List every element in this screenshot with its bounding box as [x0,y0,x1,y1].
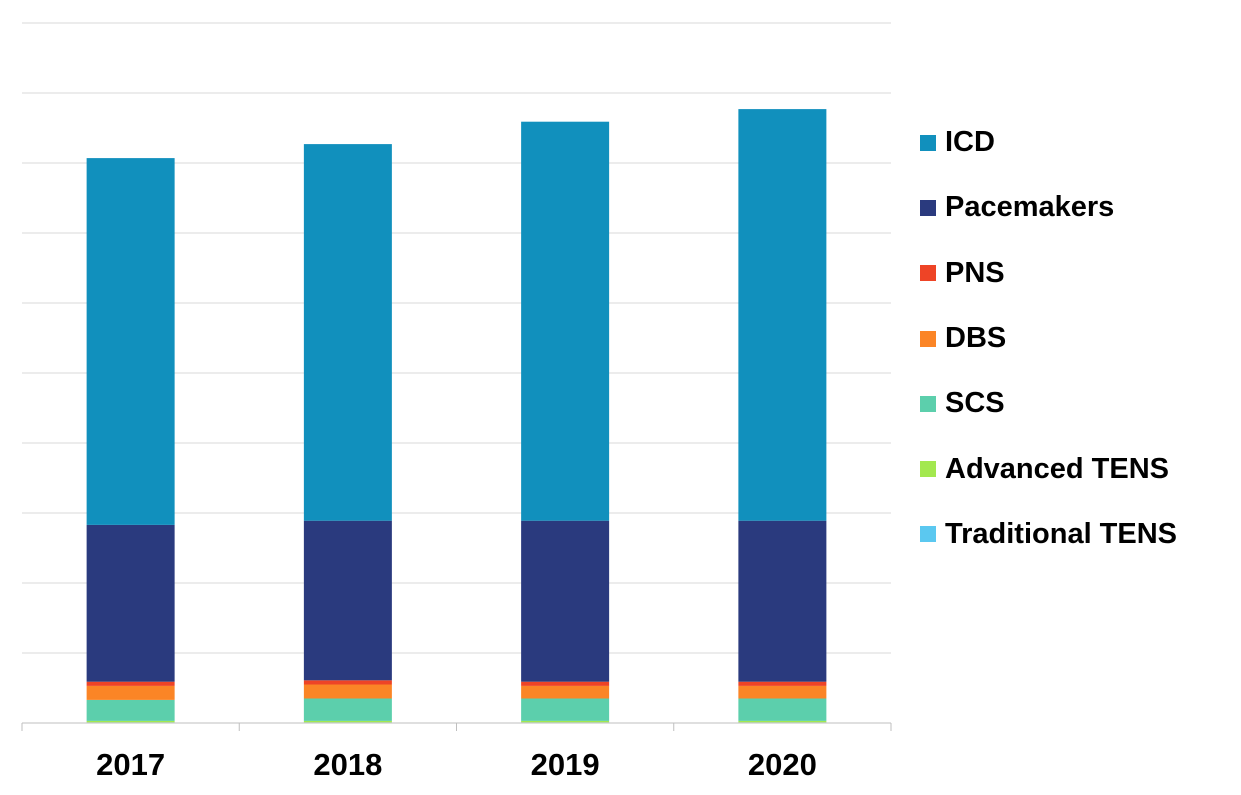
bar-segment-pns-2018 [303,680,392,685]
legend-item: SCS [920,371,1230,436]
bar-segment-advanced-tens-2017 [86,720,175,723]
legend-label: PNS [945,256,1005,289]
bar-segment-advanced-tens-2019 [521,720,610,723]
legend-item: DBS [920,306,1230,371]
bar-segment-dbs-2017 [86,685,175,700]
legend-label: SCS [945,387,1005,420]
legend-label: Pacemakers [945,191,1115,224]
bar-segment-pns-2019 [521,681,610,686]
x-tick-labels: 2017 2018 2019 2020 [96,747,817,782]
legend-item: Traditional TENS [920,502,1230,567]
legend-item: Pacemakers [920,175,1230,240]
legend-item: ICD [920,110,1230,175]
x-tick-label: 2018 [313,747,382,782]
legend-item: PNS [920,241,1230,306]
legend-label: Advanced TENS [945,452,1169,485]
legend-swatch [920,395,936,412]
bars [86,109,827,723]
bar-segment-icd-2019 [521,121,610,521]
legend-swatch [920,199,936,216]
bar-segment-scs-2019 [521,698,610,721]
bar-segment-pns-2017 [86,681,175,686]
bar-segment-pacemakers-2019 [521,520,610,682]
bar-segment-icd-2020 [738,109,827,521]
bar-segment-pns-2020 [738,681,827,686]
legend-swatch [920,134,936,151]
legend-swatch [920,526,936,543]
legend-swatch [920,330,936,347]
bar-segment-scs-2018 [303,698,392,721]
legend-label: DBS [945,322,1007,355]
legend-swatch [920,461,936,478]
legend-label: ICD [945,126,995,159]
x-tick-label: 2019 [531,747,600,782]
bar-segment-icd-2017 [86,158,175,525]
bar-segment-dbs-2019 [521,685,610,699]
legend-swatch [920,265,936,282]
bar-segment-advanced-tens-2018 [303,720,392,723]
legend-label: Traditional TENS [945,517,1178,550]
bar-segment-dbs-2018 [303,684,392,699]
bar-segment-scs-2017 [86,699,175,721]
bar-segment-pacemakers-2017 [86,524,175,682]
x-axis [21,722,892,731]
legend: ICD Pacemakers PNS DBS SCS Advanced TENS Tradi… [920,110,1230,567]
legend-item: Advanced TENS [920,436,1230,501]
bar-segment-pacemakers-2018 [303,520,392,681]
bar-segment-pacemakers-2020 [738,520,827,682]
x-tick-label: 2020 [748,747,817,782]
bar-segment-scs-2020 [738,698,827,721]
bar-segment-advanced-tens-2020 [738,720,827,723]
bar-segment-icd-2018 [303,144,392,521]
bar-segment-dbs-2020 [738,685,827,699]
x-tick-label: 2017 [96,747,165,782]
